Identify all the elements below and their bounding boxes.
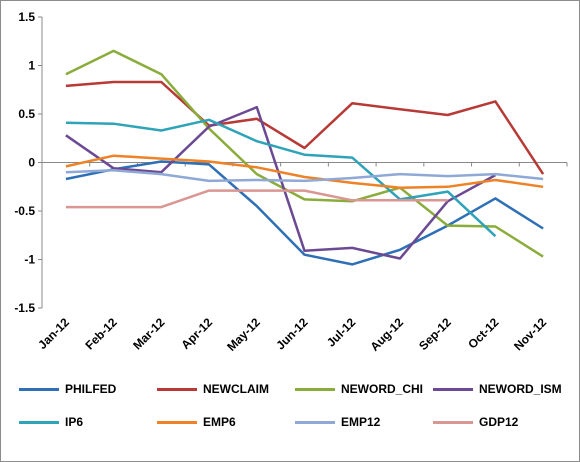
x-tick-label: Nov-12	[511, 315, 549, 353]
legend-item: NEWORD_ISM	[433, 381, 562, 397]
legend-item: EMP12	[295, 414, 380, 430]
legend-swatch	[433, 420, 473, 424]
series-line-neword-ism	[65, 105, 497, 260]
legend-item: EMP6	[157, 414, 236, 430]
x-tick-label: Jun-12	[273, 315, 310, 352]
legend-swatch	[295, 387, 335, 391]
legend-swatch	[19, 387, 59, 391]
y-tick-label: -0.5	[14, 204, 35, 218]
legend-label: IP6	[65, 415, 84, 429]
legend-swatch	[157, 387, 197, 391]
y-tick-label: 0	[28, 156, 35, 170]
x-tick-label: Aug-12	[367, 315, 406, 354]
y-tick-label: 1	[28, 59, 35, 73]
legend-label: EMP6	[203, 415, 236, 429]
series-line-neword-chi	[65, 49, 544, 258]
legend-label: NEWORD_CHI	[341, 382, 424, 396]
series-line-gdp12	[65, 189, 448, 209]
y-axis: 1.5 1 0.5 0 -0.5 -1 -1.5	[14, 10, 43, 315]
legend-item: PHILFED	[19, 381, 116, 397]
x-tick-label: Oct-12	[465, 315, 502, 352]
y-tick-label: -1.5	[14, 301, 35, 315]
legend-swatch	[157, 420, 197, 424]
x-tick-label: Feb-12	[82, 315, 119, 352]
series-line-emp12	[65, 169, 544, 183]
legend-item: GDP12	[433, 414, 518, 430]
x-tick-label: Sep-12	[416, 315, 454, 353]
series-line-newclaim	[65, 80, 545, 175]
legend-item: IP6	[19, 414, 83, 430]
legend-swatch	[433, 387, 473, 391]
series-line-philfed	[65, 160, 544, 266]
legend-item: NEWCLAIM	[157, 381, 269, 397]
series-line-ip6	[65, 118, 497, 238]
x-tick-label: Mar-12	[130, 315, 167, 352]
x-tick-label: Jul-12	[324, 315, 359, 350]
line-chart: 1.5 1 0.5 0 -0.5 -1 -1.5 Jan-12 Feb-12 Mar-12 Apr…	[14, 10, 568, 354]
y-tick-label: -1	[24, 253, 35, 267]
x-tick-label: Apr-12	[178, 315, 215, 352]
legend: PHILFED NEWCLAIM NEWORD_CHI NEWORD_ISM IP6 EM…	[19, 381, 579, 447]
series-line-emp6	[65, 154, 544, 189]
y-tick-label: 0.5	[18, 107, 35, 121]
legend-label: PHILFED	[65, 382, 117, 396]
legend-row: PHILFED NEWCLAIM NEWORD_CHI NEWORD_ISM	[19, 381, 579, 414]
y-tick-label: 1.5	[18, 10, 35, 24]
legend-swatch	[19, 420, 59, 424]
x-tick-label: Jan-12	[35, 315, 72, 352]
legend-label: GDP12	[479, 415, 519, 429]
legend-item: NEWORD_CHI	[295, 381, 423, 397]
legend-label: EMP12	[341, 415, 381, 429]
legend-label: NEWCLAIM	[203, 382, 269, 396]
x-tick-label: May-12	[224, 315, 263, 354]
legend-row: IP6 EMP6 EMP12 GDP12	[19, 414, 579, 447]
series-lines	[65, 49, 545, 266]
legend-swatch	[295, 420, 335, 424]
legend-label: NEWORD_ISM	[479, 382, 562, 396]
